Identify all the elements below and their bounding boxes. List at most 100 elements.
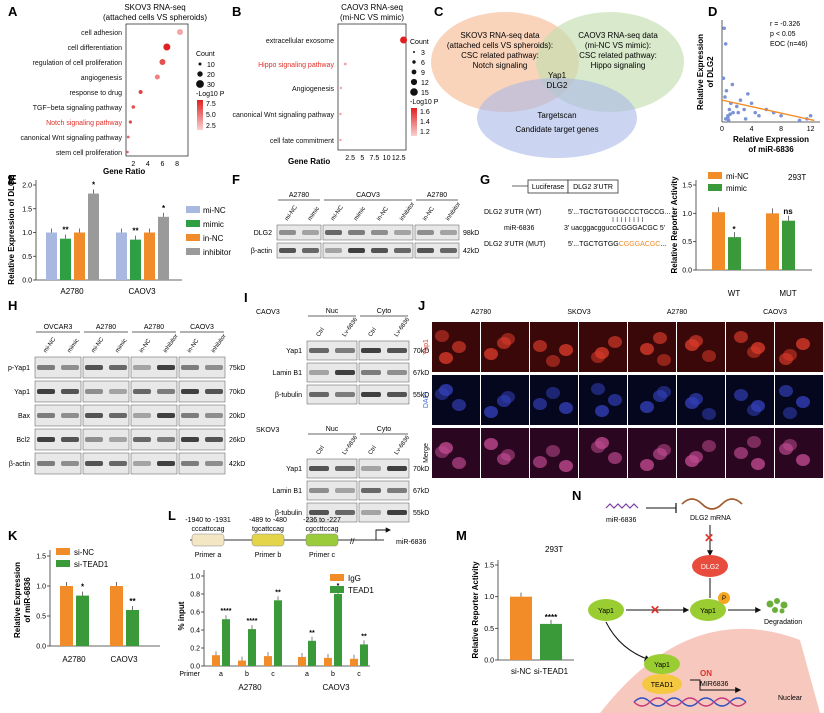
blot-band <box>109 389 127 394</box>
y-tick-label: 0.5 <box>682 239 692 246</box>
panel-l-bar <box>334 594 342 666</box>
panel-c: C SKOV3 RNA-seq data(attached cells VS s… <box>431 4 684 158</box>
cell-nucleus <box>657 386 671 398</box>
panel-e-bar <box>46 232 57 280</box>
blot-strip <box>130 380 178 403</box>
panel-e-group: CAOV3 <box>128 287 156 296</box>
panel-d-ylabel-1: Relative Expression <box>696 34 705 110</box>
cell-nucleus <box>796 396 810 408</box>
panel-a-dot <box>159 59 166 65</box>
blot-strip <box>130 404 178 427</box>
panel-a-count-value: 20 <box>207 72 215 79</box>
panel-a-xtick: 6 <box>161 161 165 168</box>
mrna-wave-icon <box>681 498 743 510</box>
cell-nucleus <box>689 393 703 405</box>
panel-k-bar <box>76 595 89 646</box>
panel-e-sig: * <box>92 181 96 190</box>
y-tick-label: 0.4 <box>190 628 200 635</box>
panel-a-count-dot <box>198 62 202 66</box>
lane-label: Lv-6836 <box>394 316 412 338</box>
group-label: CAOV3 <box>190 324 214 331</box>
panel-a-dot <box>131 105 136 109</box>
dna-helix-icon-2 <box>633 697 747 707</box>
y-tick-label: 1.0 <box>22 230 32 237</box>
panel-d-point <box>727 107 732 112</box>
blot-strip <box>414 224 460 241</box>
panel-n: N Nuclear miR-6836 DLG2 mRNA ✕ DLG2 Yap1… <box>572 488 820 713</box>
panel-e: E 0.00.51.01.52.0 ****** A2780 CAOV3 mi-N… <box>7 172 231 296</box>
micrograph-tile <box>726 428 774 478</box>
blot-row-label: p-Yap1 <box>8 365 30 372</box>
panel-e-ylabel: Relative Expression of DLG2 <box>7 175 16 285</box>
group-label: Cyto <box>377 308 392 315</box>
panel-m-sig: **** <box>545 613 558 622</box>
panel-g-legend-label: mi-NC <box>726 172 749 181</box>
panel-l-primer-letter: a <box>305 671 309 678</box>
blot-band <box>309 510 329 515</box>
panel-label-i: I <box>244 290 248 305</box>
micrograph-tile <box>628 375 676 425</box>
panel-b-xtick: 7.5 <box>370 155 380 162</box>
cell-nucleus <box>452 399 466 411</box>
panel-b-dot <box>339 86 343 90</box>
panel-label-g: G <box>480 172 490 187</box>
translocation-arrow <box>605 621 652 662</box>
blot-band <box>417 230 434 235</box>
panel-b-count-value: 3 <box>421 50 425 57</box>
blot-band <box>157 437 175 442</box>
panel-b: B CAOV3 RNA-seq (mi-NC VS mimic) extrace… <box>232 3 439 166</box>
primer-label: Primer c <box>309 552 336 559</box>
lane-label: mi-NC <box>330 204 345 222</box>
panel-a-dot <box>176 29 183 35</box>
panel-l-primer-letter: c <box>271 671 275 678</box>
panel-e-sig: ** <box>62 226 69 235</box>
panel-g-legend-label: mimic <box>726 184 747 193</box>
panel-d-point <box>738 98 743 102</box>
y-tick-label: 0.8 <box>190 592 200 599</box>
panel-a-term: cell differentiation <box>68 45 122 52</box>
y-tick-label: 0.6 <box>190 610 200 617</box>
group-label: Nuc <box>326 308 339 315</box>
blot-strip <box>34 404 82 427</box>
blot-band <box>361 466 381 471</box>
panel-i-cell: CAOV3 <box>256 309 280 316</box>
cell-nucleus <box>546 387 560 399</box>
panel-d-point <box>734 104 739 109</box>
y-tick-label: 1.5 <box>484 563 494 570</box>
yap1-label-nuclear: Yap1 <box>654 662 670 669</box>
blot-strip <box>306 458 358 479</box>
y-tick-label: 2.0 <box>22 183 32 190</box>
cell-nucleus <box>751 400 765 412</box>
panel-e-legend-label: in-NC <box>203 234 224 243</box>
panel-a-dot <box>138 90 143 94</box>
panel-a-count-value: 30 <box>207 82 215 89</box>
panel-b-logp-value: 1.6 <box>420 109 430 116</box>
blot-row-label: β-tubulin <box>275 392 302 399</box>
panel-g-group: MUT <box>779 289 796 298</box>
cell-nucleus <box>608 452 622 464</box>
lane-label: in-NC <box>422 206 436 223</box>
panel-b-count-value: 12 <box>421 80 429 87</box>
blot-band <box>205 365 223 370</box>
panel-k-legend-label: si-NC <box>74 548 94 557</box>
blot-strip <box>306 362 358 383</box>
mirna-strand-icon <box>605 503 639 509</box>
blot-strip <box>306 502 358 523</box>
panel-g-bar <box>782 220 795 270</box>
blot-band <box>335 488 355 493</box>
panel-a-logp-value: 2.5 <box>206 123 216 130</box>
panel-a-dot <box>126 135 130 139</box>
panel-e-legend-swatch <box>186 206 200 213</box>
panel-l-bar <box>324 657 332 666</box>
lane-label: mi-NC <box>43 336 58 354</box>
blot-band <box>181 461 199 466</box>
panel-a-term: angiogenesis <box>81 75 123 82</box>
blot-band <box>325 230 342 235</box>
panel-g-sig: * <box>732 225 736 234</box>
blot-strip <box>322 242 414 259</box>
micrograph-tile <box>677 322 725 372</box>
venn-bottom-targetscan: Targetscan <box>537 111 576 120</box>
panel-d-stat-p: p < 0.05 <box>770 31 796 38</box>
panel-l-primer-letter: b <box>245 671 249 678</box>
